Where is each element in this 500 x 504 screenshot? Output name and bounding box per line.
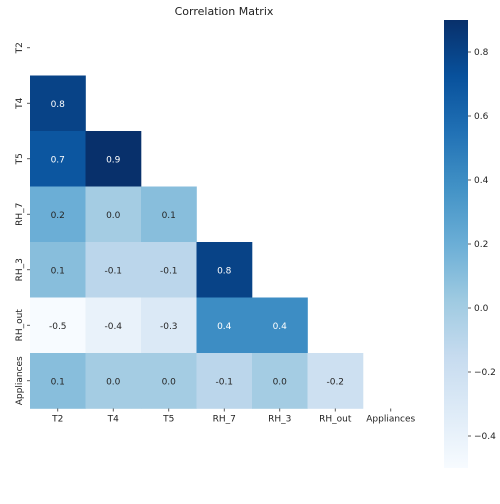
heatmap-cell-RH_out-T5 — [141, 297, 197, 354]
cell-value-label: 0.2 — [51, 211, 65, 221]
x-tick-label: RH_3 — [268, 415, 291, 425]
y-tick-label: T4 — [15, 97, 25, 109]
colorbar-tick-label: −0.4 — [474, 432, 496, 442]
cell-value-label: 0.1 — [51, 377, 65, 387]
colorbar-tick-label: 0.8 — [474, 48, 489, 58]
cell-value-label: 0.4 — [217, 322, 232, 332]
heatmap-cell-RH_7-T2 — [30, 186, 86, 243]
cell-value-label: 0.8 — [51, 100, 66, 110]
heatmap-cell-RH_out-RH_3 — [252, 297, 308, 354]
heatmap-cell-T4-T2 — [30, 75, 86, 132]
heatmap-cell-Appliances-T2 — [30, 353, 86, 409]
cell-value-label: -0.2 — [326, 377, 344, 387]
y-tick-label: Appliances — [15, 356, 25, 405]
colorbar-gradient — [444, 20, 468, 468]
cell-value-label: 0.0 — [162, 377, 177, 387]
heatmap-cell-RH_7-T4 — [85, 186, 142, 243]
cell-value-label: 0.1 — [162, 211, 176, 221]
y-tick-label: T2 — [15, 42, 25, 54]
cell-value-label: -0.5 — [49, 322, 67, 332]
heatmap-cells: 0.8 0.7 0.9 0.2 0.0 0.1 0.1 -0.1 -0.1 0.8 -0.5 -0.4… — [30, 75, 364, 409]
cell-value-label: 0.1 — [51, 266, 65, 276]
heatmap-cell-RH_out-T4 — [85, 297, 142, 354]
heatmap-cell-RH_3-T5 — [141, 242, 197, 298]
heatmap-cell-Appliances-RH_out — [307, 353, 364, 409]
colorbar-tick-label: 0.0 — [474, 304, 489, 314]
heatmap-cell-RH_7-T5 — [141, 186, 197, 243]
y-tick-label: RH_3 — [15, 258, 25, 281]
x-tick-label: T5 — [162, 415, 174, 425]
x-tick-label: T4 — [107, 415, 119, 425]
x-tick-label: RH_7 — [213, 415, 236, 425]
cell-value-label: 0.0 — [273, 377, 288, 387]
colorbar-tick-label: 0.2 — [474, 240, 488, 250]
heatmap-cell-T5-T4 — [85, 131, 142, 187]
cell-value-label: 0.0 — [106, 211, 121, 221]
cell-value-label: -0.3 — [160, 322, 178, 332]
heatmap-cell-RH_out-RH_7 — [196, 297, 253, 354]
heatmap-cell-RH_3-RH_7 — [196, 242, 253, 298]
colorbar: 0.8 0.6 0.4 0.2 0.0 −0.2 −0.4 — [444, 20, 496, 468]
cell-value-label: 0.4 — [273, 322, 288, 332]
x-tick-label: RH_out — [319, 415, 352, 425]
y-tick-label: RH_out — [15, 309, 25, 342]
y-tick-label: T5 — [15, 153, 25, 165]
cell-value-label: -0.1 — [160, 266, 178, 276]
colorbar-tick-label: −0.2 — [474, 368, 496, 378]
heatmap-cell-Appliances-RH_3 — [252, 353, 308, 409]
cell-value-label: 0.0 — [106, 377, 121, 387]
heatmap-cell-T5-T2 — [30, 131, 86, 187]
heatmap-cell-Appliances-T4 — [85, 353, 142, 409]
cell-value-label: -0.1 — [104, 266, 122, 276]
cell-value-label: -0.4 — [104, 322, 122, 332]
heatmap-cell-Appliances-T5 — [141, 353, 197, 409]
x-tick-label: T2 — [51, 415, 63, 425]
cell-value-label: -0.1 — [215, 377, 233, 387]
heatmap-cell-Appliances-RH_7 — [196, 353, 253, 409]
cell-value-label: 0.7 — [51, 155, 65, 165]
y-axis: T2 T4 T5 RH_7 RH_3 RH_out Appliances — [15, 42, 30, 405]
heatmap-cell-RH_out-T2 — [30, 297, 86, 354]
heatmap-cell-RH_3-T4 — [85, 242, 142, 298]
chart-title: Correlation Matrix — [175, 5, 274, 18]
cell-value-label: 0.9 — [106, 155, 121, 165]
y-tick-label: RH_7 — [15, 203, 25, 226]
colorbar-tick-label: 0.6 — [474, 112, 489, 122]
heatmap-cell-RH_3-T2 — [30, 242, 86, 298]
colorbar-tick-label: 0.4 — [474, 176, 489, 186]
x-axis: T2 T4 T5 RH_7 RH_3 RH_out Appliances — [51, 408, 416, 425]
cell-value-label: 0.8 — [217, 266, 232, 276]
x-tick-label: Appliances — [366, 415, 415, 425]
